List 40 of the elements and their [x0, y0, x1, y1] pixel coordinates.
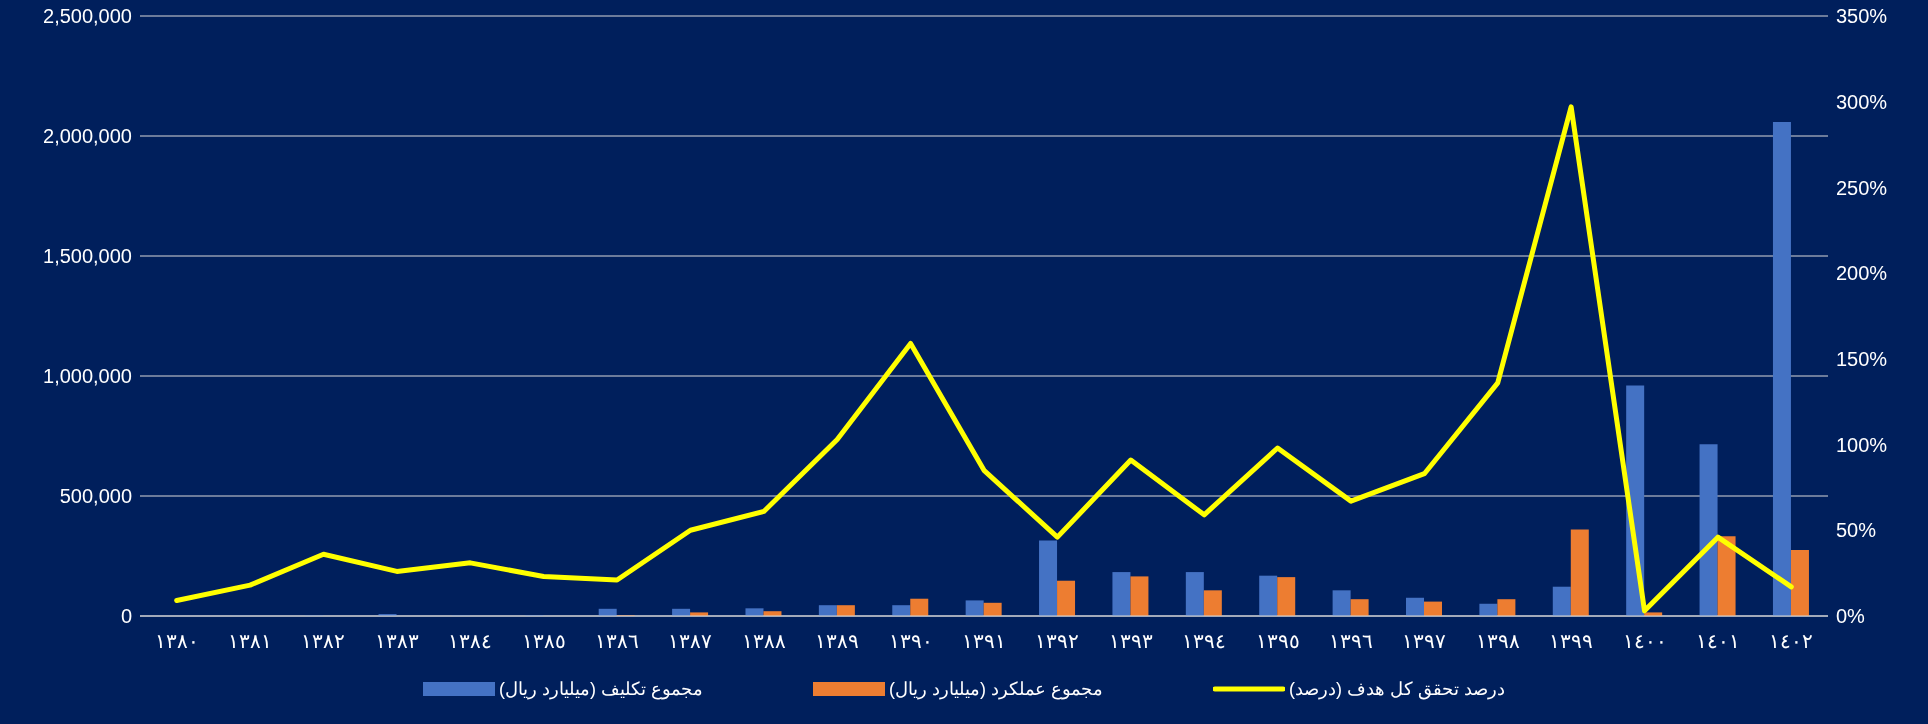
y2-tick-label: 0%	[1836, 605, 1866, 628]
x-tick-label: ١٣٨١	[228, 630, 273, 653]
x-tick-label: ١٣٨٧	[668, 630, 713, 653]
legend-label: درصد تحقق کل هدف (درصد)	[1289, 678, 1505, 700]
x-tick-label: ١٣٨٣	[374, 630, 419, 653]
x-tick-label: ١٣٨٨	[741, 630, 786, 653]
y-tick-label: 2,500,000	[43, 5, 132, 28]
x-tick-label: ١٣٩٨	[1475, 630, 1520, 653]
legend-label: مجموع تکلیف (میلیارد ریال)	[499, 678, 703, 700]
y-tick-label: 1,500,000	[43, 245, 132, 268]
x-tick-label: ١٣٨٢	[301, 630, 346, 653]
y2-tick-label: 200%	[1836, 262, 1888, 285]
y2-tick-label: 350%	[1836, 5, 1888, 28]
x-tick-label: ١٣٩٣	[1108, 630, 1153, 653]
x-tick-label: ١٣٩٩	[1549, 630, 1594, 653]
y-tick-label: 2,000,000	[43, 125, 132, 148]
x-tick-label: ١٤٠١	[1695, 630, 1740, 653]
legend-label: مجموع عملکرد (میلیارد ریال)	[889, 678, 1103, 700]
y-tick-label: 500,000	[59, 485, 132, 508]
y-tick-label: 1,000,000	[43, 365, 132, 388]
x-tick-label: ١٣٩٦	[1328, 630, 1373, 653]
x-tick-label: ١٣٨٥	[521, 630, 566, 653]
x-tick-label: ١٤٠٢	[1769, 630, 1814, 653]
x-tick-label: ١٣٩٠	[888, 630, 933, 653]
x-tick-label: ١٣٨٤	[448, 630, 493, 653]
y2-tick-label: 150%	[1836, 347, 1888, 370]
y2-tick-label: 250%	[1836, 176, 1888, 199]
x-tick-label: ١٣٨٦	[595, 630, 640, 653]
x-tick-label: ١٣٩٢	[1035, 630, 1080, 653]
y2-tick-label: 300%	[1836, 90, 1888, 113]
x-tick-label: ١٣٩٤	[1182, 630, 1227, 653]
y-tick-label: 0	[120, 605, 132, 628]
x-tick-label: ١٣٩٥	[1255, 630, 1300, 653]
y2-tick-label: 50%	[1836, 519, 1877, 542]
x-tick-label: ١٣٩١	[962, 630, 1006, 653]
x-tick-label: ١٣٩٧	[1402, 630, 1447, 653]
x-tick-label: ١٣٨٠	[154, 630, 199, 653]
x-tick-label: ١٤٠٠	[1622, 630, 1667, 653]
x-tick-label: ١٣٨٩	[815, 630, 860, 653]
y2-tick-label: 100%	[1836, 433, 1888, 456]
